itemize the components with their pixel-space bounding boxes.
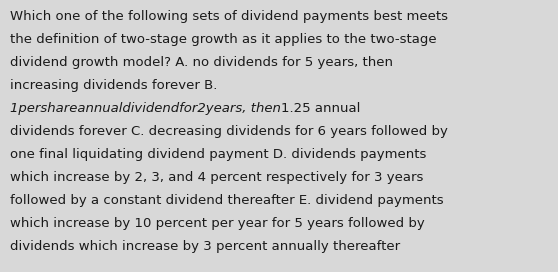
Text: 1.25 annual: 1.25 annual: [281, 102, 360, 115]
Text: increasing dividends forever B.: increasing dividends forever B.: [10, 79, 218, 92]
Text: 1pershareannualdividendfor2years, then: 1pershareannualdividendfor2years, then: [10, 102, 281, 115]
Text: dividend growth model? A. no dividends for 5 years, then: dividend growth model? A. no dividends f…: [10, 56, 393, 69]
Text: dividends forever C. decreasing dividends for 6 years followed by: dividends forever C. decreasing dividend…: [10, 125, 448, 138]
Text: which increase by 2, 3, and 4 percent respectively for 3 years: which increase by 2, 3, and 4 percent re…: [10, 171, 424, 184]
Text: Which one of the following sets of dividend payments best meets: Which one of the following sets of divid…: [10, 10, 448, 23]
Text: dividends which increase by 3 percent annually thereafter: dividends which increase by 3 percent an…: [10, 240, 400, 253]
Text: the definition of two-stage growth as it applies to the two-stage: the definition of two-stage growth as it…: [10, 33, 436, 46]
Text: followed by a constant dividend thereafter E. dividend payments: followed by a constant dividend thereaft…: [10, 194, 444, 207]
Text: which increase by 10 percent per year for 5 years followed by: which increase by 10 percent per year fo…: [10, 217, 425, 230]
Text: one final liquidating dividend payment D. dividends payments: one final liquidating dividend payment D…: [10, 148, 426, 161]
